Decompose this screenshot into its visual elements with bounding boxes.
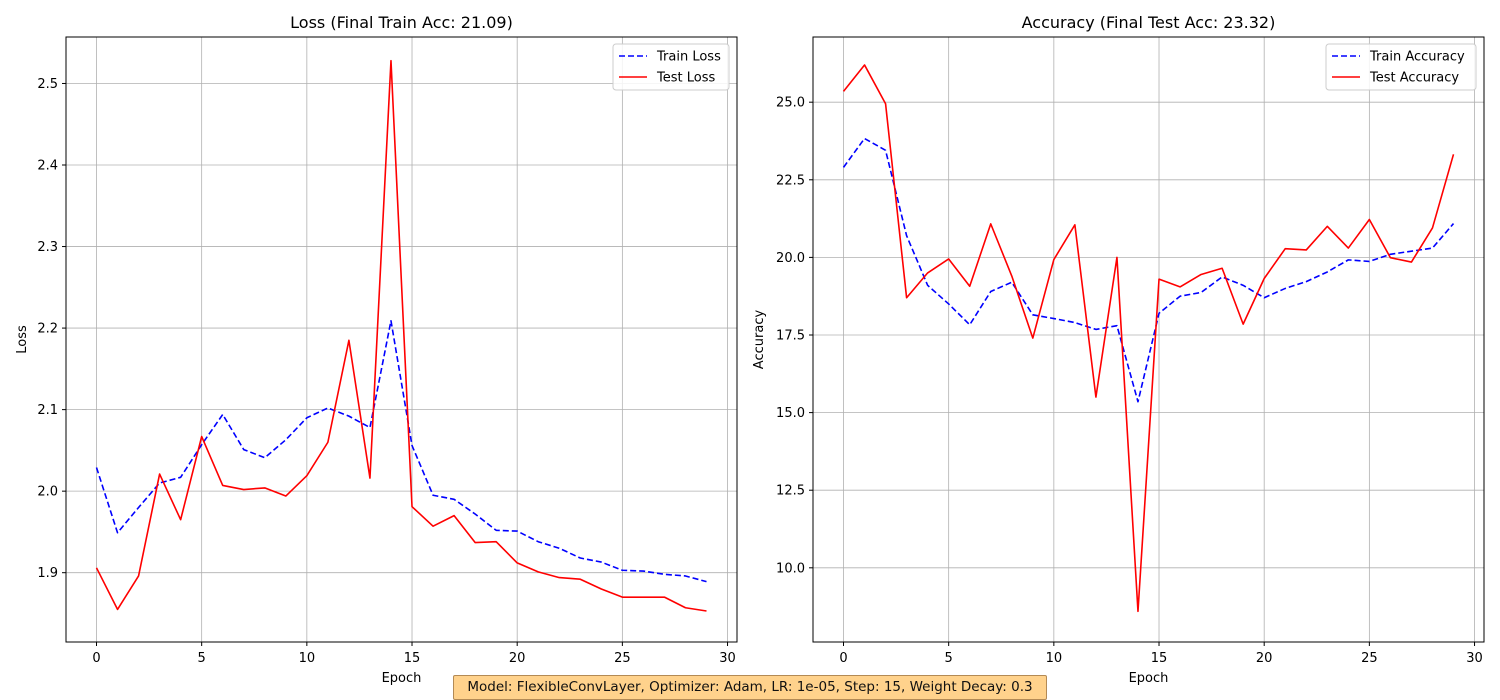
chart-2: 0 5 10 15 20 25 30 10.0 12.5 15.0 17.5 20.0 22.5 25.0… [752,13,1485,686]
y-tick-label: 17.5 [776,328,805,343]
legend-label: Test Accuracy [1369,71,1459,86]
x-axis-label: Epoch [1129,671,1169,686]
axes-frame [65,36,738,643]
y-tick-label: 2.3 [37,240,58,255]
legend: Train Loss Test Loss [612,43,730,91]
chart-title: Loss (Final Train Acc: 21.09) [290,13,513,32]
y-tick-label: 22.5 [776,173,805,188]
chart-title: Accuracy (Final Test Acc: 23.32) [1022,13,1276,32]
x-tick-label: 10 [1046,651,1063,666]
legend-label: Test Loss [656,71,715,86]
x-tick-label: 5 [945,651,953,666]
y-axis-label: Loss [15,325,30,354]
x-tick-label: 25 [614,651,631,666]
x-tick-label: 0 [839,651,847,666]
series-line-train-loss [95,319,707,583]
series-line-test-accuracy [842,64,1455,613]
y-tick-label: 2.5 [37,77,58,92]
series-line-train-accuracy [842,137,1455,403]
y-tick-label: 2.1 [37,403,58,418]
x-tick-label: 15 [1151,651,1168,666]
y-tick-label: 2.2 [37,322,58,337]
x-tick-label: 5 [198,651,206,666]
legend-label: Train Accuracy [1369,50,1465,65]
y-tick-label: 15.0 [776,406,805,421]
x-tick-label: 25 [1361,651,1378,666]
x-tick-label: 15 [404,651,421,666]
x-tick-label: 20 [509,651,526,666]
y-tick-label: 2.0 [37,485,58,500]
x-tick-label: 30 [1466,651,1483,666]
y-tick-label: 1.9 [37,566,58,581]
y-tick-label: 20.0 [776,251,805,266]
y-tick-label: 10.0 [776,561,805,576]
y-tick-label: 12.5 [776,484,805,499]
model-info-box: Model: FlexibleConvLayer, Optimizer: Ada… [453,675,1047,700]
y-axis-label: Accuracy [752,310,767,370]
chart-1: 0 5 10 15 20 25 30 1.9 2.0 2.1 2.2 2.3 2.4 2.5 Loss (F… [15,13,738,686]
legend-box [1325,43,1477,91]
x-tick-label: 0 [92,651,100,666]
x-tick-label: 20 [1256,651,1273,666]
legend-label: Train Loss [656,50,721,65]
axes-frame [812,36,1485,643]
x-tick-label: 30 [719,651,736,666]
y-tick-label: 2.4 [37,159,58,174]
y-tick-label: 25.0 [776,96,805,111]
series-line-test-loss [95,59,707,612]
x-axis-label: Epoch [382,671,422,686]
x-tick-label: 10 [299,651,316,666]
legend: Train Accuracy Test Accuracy [1325,43,1477,91]
